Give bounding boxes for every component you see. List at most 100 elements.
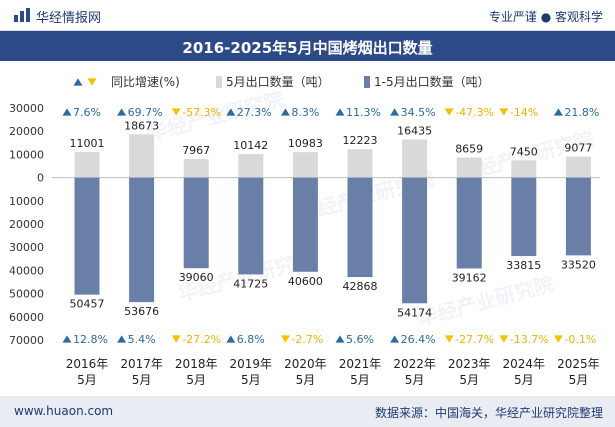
x-tick-label-year: 2023年 [448, 357, 491, 371]
monthly-value-label: 18673 [124, 119, 159, 132]
monthly-value-label: 16435 [397, 124, 432, 137]
y-tick-label: 30000 [9, 102, 44, 115]
chart-area: 同比增速(%) 5月出口数量（吨） 1-5月出口数量（吨） 30000 20000 10… [9, 74, 600, 387]
monthly-value-label: 11001 [70, 137, 105, 150]
ytd-bar [183, 177, 209, 269]
growth-down-arrow-icon [499, 335, 509, 343]
top-bar: 华经情报网 专业严谨 ● 客观科学 [0, 0, 615, 31]
growth-down-arrow-icon [444, 335, 454, 343]
monthly-growth-label: -14% [510, 106, 538, 119]
monthly-value-label: 10142 [233, 139, 268, 152]
labels-layer: 11001 50457 7.6% 12.8% 18673 53676 69.7% 5.4% 79… [62, 106, 599, 346]
growth-up-arrow-icon [335, 335, 345, 343]
growth-down-arrow-icon [553, 335, 563, 343]
y-tick-label: 20000 [9, 125, 44, 138]
ytd-bar [511, 177, 537, 257]
ytd-bar [347, 177, 373, 278]
monthly-bar [565, 156, 591, 178]
monthly-value-label: 8659 [455, 143, 483, 156]
chart-title: 2016-2025年5月中国烤烟出口数量 [182, 39, 433, 57]
ytd-value-label: 39162 [452, 271, 487, 284]
legend-growth-label: 同比增速(%) [111, 75, 180, 89]
y-tick-label: 10000 [9, 195, 44, 208]
legend-monthly-label: 5月出口数量（吨） [226, 74, 330, 89]
ytd-bar [456, 177, 482, 269]
monthly-bar [238, 154, 264, 178]
monthly-growth-label: 69.7% [128, 106, 163, 119]
x-tick-label-month: 5月 [459, 373, 479, 387]
ytd-growth-label: 12.8% [73, 333, 108, 346]
y-tick-label: 10000 [9, 148, 44, 161]
growth-up-arrow-icon [62, 335, 72, 343]
monthly-bar [456, 157, 482, 178]
x-tick-label-month: 5月 [514, 373, 534, 387]
x-tick-label-year: 2020年 [284, 357, 327, 371]
monthly-bar [347, 149, 373, 178]
bars-layer [74, 134, 591, 304]
ytd-bar [402, 177, 428, 304]
ytd-value-label: 33815 [506, 259, 541, 272]
monthly-growth-label: 34.5% [401, 106, 436, 119]
ytd-growth-label: -0.1% [564, 333, 596, 346]
monthly-growth-label: 7.6% [73, 106, 101, 119]
legend-ytd-swatch [364, 76, 370, 88]
tagline: 专业严谨 ● 客观科学 [488, 10, 603, 24]
x-tick-label-year: 2018年 [175, 357, 218, 371]
monthly-value-label: 12223 [343, 134, 378, 147]
site-url: www.huaon.com [14, 404, 114, 418]
ytd-bar [129, 177, 155, 303]
x-tick-label-year: 2022年 [393, 357, 436, 371]
growth-down-arrow-icon [171, 108, 181, 116]
growth-down-arrow-icon [499, 108, 509, 116]
brand-name: 华经情报网 [36, 11, 102, 26]
x-tick-label-year: 2021年 [339, 357, 382, 371]
monthly-bar [129, 134, 155, 178]
x-tick-label-year: 2019年 [230, 357, 273, 371]
monthly-value-label: 7967 [182, 144, 210, 157]
title-bar: 2016-2025年5月中国烤烟出口数量 [0, 31, 615, 61]
growth-up-arrow-icon [390, 335, 400, 343]
x-tick-label-year: 2024年 [503, 357, 546, 371]
monthly-value-label: 9077 [564, 142, 592, 155]
monthly-bar [511, 160, 537, 178]
growth-up-arrow-icon [226, 108, 236, 116]
ytd-bar [238, 177, 264, 275]
x-tick-label-month: 5月 [350, 373, 370, 387]
growth-down-arrow-icon [171, 335, 181, 343]
x-tick-label-month: 5月 [296, 373, 316, 387]
ytd-value-label: 40600 [288, 275, 323, 288]
monthly-growth-label: 11.3% [346, 106, 381, 119]
x-tick-label-month: 5月 [132, 373, 152, 387]
ytd-growth-label: -27.7% [455, 333, 494, 346]
ytd-value-label: 33520 [561, 258, 596, 271]
x-axis: 2016年 5月 2017年 5月 2018年 5月 2019年 5月 2020年 5月 2021年… [66, 357, 600, 387]
monthly-bar [74, 152, 100, 178]
legend-monthly-swatch [216, 76, 222, 88]
ytd-growth-label: 5.6% [346, 333, 374, 346]
y-tick-label: 0 [37, 172, 44, 185]
monthly-bar [292, 152, 318, 178]
x-tick-label-month: 5月 [241, 373, 261, 387]
monthly-bar [402, 139, 428, 178]
ytd-bar [292, 177, 318, 272]
legend-up-arrow-icon [73, 78, 83, 86]
ytd-value-label: 50457 [70, 298, 105, 311]
ytd-growth-label: 26.4% [401, 333, 436, 346]
ytd-growth-label: -13.7% [510, 333, 549, 346]
growth-up-arrow-icon [117, 335, 127, 343]
y-tick-label: 40000 [9, 264, 44, 277]
legend: 同比增速(%) 5月出口数量（吨） 1-5月出口数量（吨） [73, 74, 490, 89]
growth-up-arrow-icon [553, 108, 563, 116]
data-source: 数据来源：中国海关，华经产业研究院整理 [374, 406, 603, 420]
growth-down-arrow-icon [444, 108, 454, 116]
ytd-value-label: 39060 [179, 271, 214, 284]
x-tick-label-month: 5月 [569, 373, 589, 387]
legend-ytd-label: 1-5月出口数量（吨） [374, 74, 490, 89]
y-tick-label: 30000 [9, 241, 44, 254]
x-tick-label-month: 5月 [186, 373, 206, 387]
ytd-bar [74, 177, 100, 295]
monthly-growth-label: 21.8% [564, 106, 599, 119]
x-tick-label-month: 5月 [77, 373, 97, 387]
legend-down-arrow-icon [87, 78, 97, 86]
